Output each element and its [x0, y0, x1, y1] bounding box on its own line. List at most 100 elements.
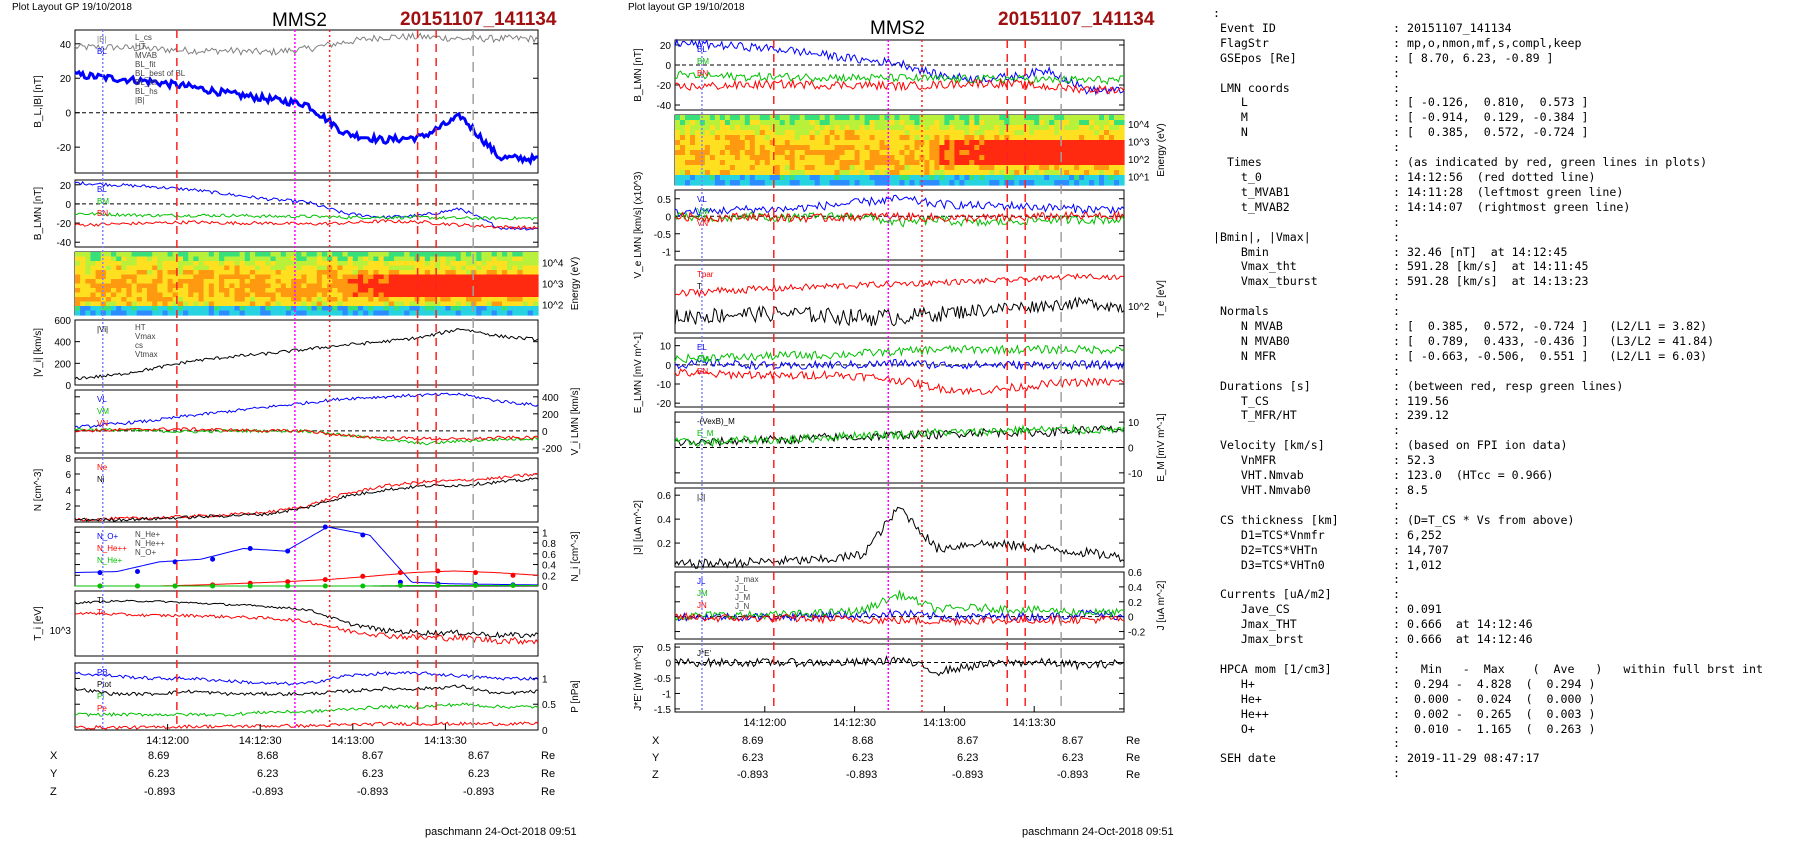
series-label: Pi — [97, 692, 104, 701]
panel-mid-9: -1.5-1-0.500.5J*E' [nW m^-3] J*E' — [633, 643, 1125, 716]
middle-header: Plot layout GP 19/10/2018 — [628, 2, 745, 13]
heatmap-cell — [999, 115, 1005, 121]
series-label: Tpar — [697, 270, 714, 279]
heatmap-cell — [989, 120, 995, 126]
heatmap-cell — [854, 175, 861, 181]
info-value: : — [1393, 766, 1400, 781]
heatmap-cell — [969, 130, 975, 136]
heatmap-cell — [729, 175, 736, 181]
heatmap-cell — [1014, 135, 1020, 141]
left-event-lines — [102, 30, 474, 730]
heatmap-cell — [699, 175, 706, 181]
heatmap-cell — [799, 145, 806, 151]
heatmap-cell — [1119, 170, 1125, 176]
heatmap-cell — [131, 283, 138, 289]
heatmap-cell — [734, 170, 741, 176]
info-row: Normals: — [1213, 304, 1763, 319]
heatmap-cell — [435, 288, 441, 294]
y-tick-label: 1 — [542, 528, 548, 539]
heatmap-cell — [824, 130, 831, 136]
heatmap-cell — [352, 310, 359, 316]
heatmap-cell — [435, 270, 441, 276]
heatmap-cell — [954, 155, 960, 161]
heatmap-cell — [522, 297, 529, 303]
heatmap-cell — [430, 288, 436, 294]
heatmap-cell — [147, 306, 153, 312]
info-key: Vmax_tburst — [1213, 274, 1318, 289]
heatmap-cell — [435, 252, 441, 258]
heatmap-cell — [809, 140, 816, 146]
heatmap-cell — [507, 292, 513, 298]
heatmap-cell — [502, 252, 508, 258]
y-tick-label: 0.4 — [657, 515, 671, 526]
y-tick-label: 10^1 — [1128, 172, 1150, 183]
heatmap-cell — [414, 306, 421, 312]
heatmap-cell — [1109, 180, 1115, 186]
y-tick-label: 10^4 — [542, 259, 564, 270]
heatmap-cell — [311, 252, 318, 258]
panel-frame — [674, 487, 1125, 568]
coord-x-4: 8.67 — [1062, 735, 1084, 747]
heatmap-cell — [904, 155, 911, 161]
heatmap-cell — [1099, 170, 1105, 176]
heatmap-cell — [784, 170, 791, 176]
info-value: : [ 0.789, 0.433, -0.436 ] (L3/L2 = 41.8… — [1393, 333, 1715, 348]
heatmap-cell — [729, 135, 736, 141]
heatmap-cell — [394, 274, 400, 280]
heatmap-cell — [147, 279, 153, 285]
heatmap-cell — [399, 265, 405, 271]
heatmap-cell — [224, 270, 230, 276]
heatmap-cell — [889, 175, 896, 181]
heatmap-cell — [724, 175, 731, 181]
heatmap-cell — [414, 301, 421, 307]
heatmap-cell — [445, 310, 452, 316]
heatmap-cell — [1074, 120, 1080, 126]
heatmap-cell — [383, 265, 390, 271]
heatmap-cell — [969, 150, 975, 156]
heatmap-cell — [177, 256, 184, 262]
heatmap-cell — [1089, 115, 1095, 121]
heatmap-cell — [496, 310, 503, 316]
heatmap-cell — [1114, 115, 1120, 121]
heatmap-cell — [1084, 175, 1090, 181]
heatmap-cell — [1094, 150, 1100, 156]
heatmap-cell — [249, 292, 256, 298]
heatmap-cell — [1064, 120, 1070, 126]
heatmap-cell — [829, 170, 836, 176]
heatmap-cell — [460, 270, 467, 276]
heatmap-cell — [321, 279, 328, 285]
heatmap-cell — [352, 252, 359, 258]
heatmap-cell — [327, 301, 333, 307]
heatmap-cell — [1054, 120, 1060, 126]
heatmap-cell — [884, 145, 891, 151]
heatmap-cell — [964, 140, 970, 146]
heatmap-cell — [879, 135, 886, 141]
heatmap-cell — [839, 130, 846, 136]
heatmap-cell — [342, 310, 349, 316]
heatmap-cell — [989, 175, 995, 181]
heatmap-cell — [969, 165, 975, 171]
y-tick-label: -1 — [662, 689, 671, 700]
data-point — [285, 583, 291, 589]
info-key — [1213, 289, 1393, 304]
heatmap-cell — [969, 115, 975, 121]
heatmap-cell — [1054, 145, 1060, 151]
heatmap-cell — [964, 175, 970, 181]
heatmap-cell — [1114, 155, 1120, 161]
heatmap-cell — [311, 306, 318, 312]
heatmap-cell — [759, 160, 766, 166]
heatmap-cell — [213, 306, 220, 312]
heatmap-cell — [869, 165, 876, 171]
heatmap-cell — [1104, 125, 1110, 131]
heatmap-cell — [450, 279, 457, 285]
heatmap-cell — [296, 306, 302, 312]
heatmap-cell — [455, 310, 462, 316]
heatmap-cell — [285, 297, 292, 303]
heatmap-cell — [126, 270, 133, 276]
heatmap-cell — [507, 288, 513, 294]
y-axis-label: B_L,|B| [nT] — [33, 75, 44, 128]
heatmap-cell — [394, 279, 400, 285]
heatmap-cell — [532, 274, 539, 280]
heatmap-cell — [989, 130, 995, 136]
heatmap-cell — [1054, 160, 1060, 166]
